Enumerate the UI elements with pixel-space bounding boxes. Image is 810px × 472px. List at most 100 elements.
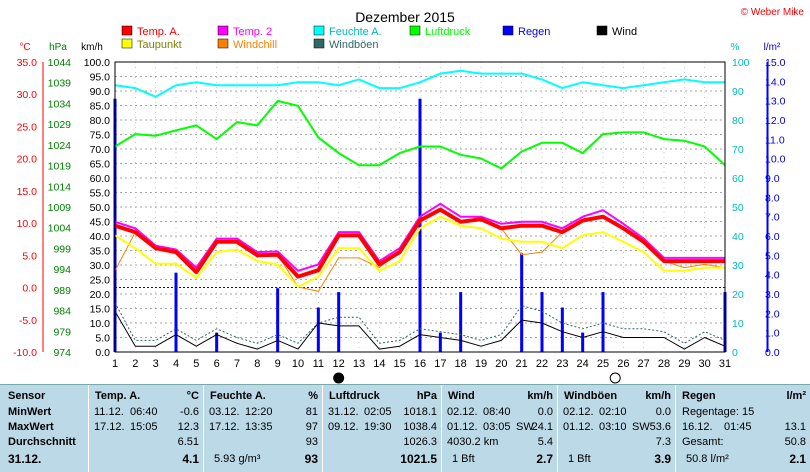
rain-bar: [560, 307, 564, 352]
pressure-tick-label: 1044: [48, 57, 72, 69]
wind-max-date: 01.12.: [447, 421, 478, 433]
axis-ticks: 35.030.025.020.015.010.05.00.0-5.0-10.01…: [13, 57, 786, 370]
x-tick-label: 25: [597, 358, 609, 370]
x-tick-label: 27: [638, 358, 650, 370]
pressure-header: Luftdruck: [329, 390, 380, 402]
legend-swatch: [217, 25, 229, 36]
pressure-tick-label: 979: [53, 326, 71, 338]
wind-tick-label: 10.0: [90, 318, 111, 330]
temp-min-value: -0.6: [180, 406, 199, 418]
temp-tick-label: 35.0: [17, 57, 38, 69]
pressure-axis-unit: hPa: [49, 42, 67, 53]
rain-tick-label: 0.0: [765, 347, 780, 359]
legend-swatch: [313, 38, 325, 49]
rain-days-label: Regentage:: [682, 406, 739, 418]
pressure-tick-label: 1019: [48, 161, 72, 173]
absolute-humidity: 5.93 g/m³: [214, 453, 261, 465]
wind-distance: 4030.2 km: [447, 436, 499, 448]
pressure-max-value: 1038.4: [403, 421, 437, 433]
wind-header: Wind: [448, 390, 475, 402]
humidity-min-value: 81: [305, 406, 318, 418]
pressure-tick-label: 1034: [48, 98, 72, 110]
legend-label: Windböen: [329, 39, 379, 51]
humidity-max-date: 17.12.: [209, 421, 240, 433]
legend-label: Wind: [612, 26, 637, 38]
temp-tick-label: 10.0: [17, 218, 38, 230]
gust-max-date: 01.12.: [563, 421, 594, 433]
temp-tick-label: -10.0: [13, 347, 37, 359]
legend-swatch: [502, 25, 514, 36]
temp-tick-label: -5.0: [19, 315, 37, 327]
pressure-tick-label: 1024: [48, 140, 72, 152]
rain-tick-label: 10.0: [765, 154, 786, 166]
pressure-avg-value: 1026.3: [403, 436, 437, 448]
temp-unit: °C: [186, 390, 199, 402]
humidity-tick-label: 70: [732, 144, 744, 156]
new-moon-icon: [333, 372, 345, 384]
wind-tick-label: 15.0: [90, 304, 111, 316]
pressure-min-value: 1018.1: [403, 406, 437, 418]
wind-avg-value: 5.4: [537, 436, 553, 448]
rain-bar: [418, 98, 422, 352]
temp-max-time: 15:05: [130, 421, 158, 433]
temp-tick-label: 5.0: [22, 250, 37, 262]
x-tick-label: 24: [577, 358, 589, 370]
gust-beaufort: 1 Bft: [568, 453, 591, 465]
rain-tick-label: 15.0: [765, 57, 786, 69]
stats-wind-column: Wind km/h 02.12. 08:40 0.0 01.12. 03:05 SW 24.…: [442, 385, 557, 472]
gust-unit: km/h: [645, 390, 671, 402]
wind-tick-label: 40.0: [90, 231, 111, 243]
gust-max-value: 53.6: [649, 421, 671, 433]
wind-min-date: 02.12.: [447, 406, 478, 418]
x-tick-label: 31: [719, 358, 731, 370]
x-tick-label: 2: [132, 358, 138, 370]
pressure-max-date: 09.12.: [328, 421, 359, 433]
temp-tick-label: 15.0: [17, 186, 38, 198]
humidity-header: Feuchte A.: [210, 390, 266, 402]
wind-tick-label: 95.0: [90, 72, 111, 84]
rain-tick-label: 14.0: [765, 76, 786, 88]
stats-label-column: Sensor MinWert MaxWert Durchschnitt 31.1…: [0, 385, 88, 472]
humidity-tick-label: 50: [732, 202, 744, 214]
x-tick-label: 21: [516, 358, 528, 370]
legend-swatch: [121, 25, 133, 36]
x-tick-label: 11: [313, 358, 324, 370]
wind-max-value: 24.1: [531, 421, 553, 433]
plot-area: [113, 69, 727, 384]
pressure-tick-label: 989: [53, 285, 71, 297]
x-tick-label: 17: [434, 358, 446, 370]
x-tick-label: 3: [153, 358, 159, 370]
humidity-tick-label: 30: [732, 260, 744, 272]
pressure-max-time: 19:30: [364, 421, 392, 433]
rain-tick-label: 11.0: [765, 134, 785, 146]
legend-label: Luftdruck: [425, 26, 471, 38]
humidity-tick-label: 10: [732, 318, 744, 330]
rain-days-value: 15: [742, 406, 755, 418]
sensor-header: Sensor: [8, 390, 46, 402]
rain-tick-label: 6.0: [765, 231, 780, 243]
series-line-windb-en: [114, 302, 726, 344]
x-tick-label: 22: [536, 358, 548, 370]
x-tick-label: 13: [353, 358, 365, 370]
rain-bar: [174, 272, 178, 352]
rain-tick-label: 4.0: [765, 270, 780, 282]
wind-tick-label: 70.0: [90, 144, 111, 156]
rain-tick-label: 1.0: [765, 328, 780, 340]
wind-tick-label: 65.0: [90, 159, 111, 171]
stats-gust-column: Windböen km/h 02.12. 02:10 0.0 01.12. 03:10 S…: [558, 385, 675, 472]
x-tick-label: 4: [173, 358, 179, 370]
stats-temp-column: Temp. A. °C 11.12. 06:40 -0.6 17.12. 15:05 12…: [89, 385, 203, 472]
rain-bar: [276, 288, 280, 352]
legend-label: Regen: [518, 26, 550, 38]
temp-tick-label: 0.0: [22, 283, 37, 295]
temp-today-value: 4.1: [182, 452, 199, 466]
row-label-avg: Durchschnitt: [8, 436, 76, 448]
temp-min-time: 06:40: [130, 406, 158, 418]
rain-tick-label: 5.0: [765, 250, 780, 262]
rain-header: Regen: [682, 390, 716, 402]
rain-bar: [581, 332, 585, 352]
wind-tick-label: 60.0: [90, 173, 111, 185]
wind-max-time: 03:05: [483, 421, 511, 433]
gust-avg-value: 7.3: [655, 436, 671, 448]
rain-tick-label: 2.0: [765, 308, 780, 320]
